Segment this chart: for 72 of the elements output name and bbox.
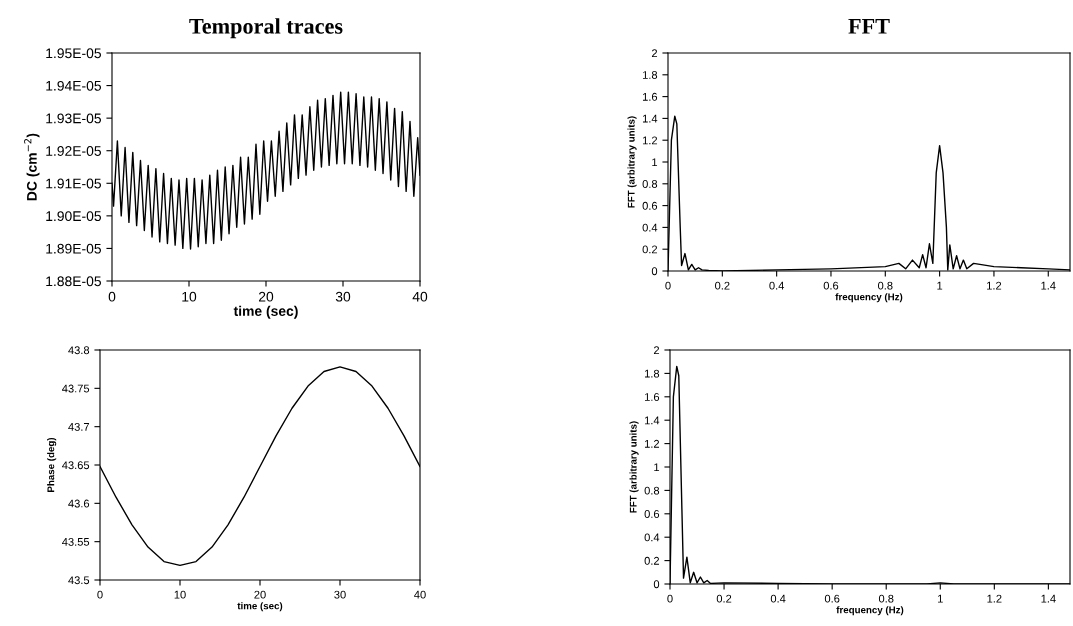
y-tick-label: 0.8 (642, 180, 658, 188)
x-tick-label: 1 (937, 281, 943, 290)
y-tick-label: 1.92E-05 (46, 146, 102, 156)
x-tick-label: 1.4 (1041, 281, 1056, 290)
x-tick-label: 30 (334, 590, 346, 599)
x-tick-label: 30 (335, 291, 351, 302)
x-tick-label: 0.4 (770, 594, 786, 603)
y-tick-label: 43.65 (62, 461, 90, 470)
x-tick-label: 0 (665, 281, 671, 290)
x-tick-label: 1.2 (987, 594, 1002, 603)
y-tick-label: 1 (654, 463, 660, 472)
y-axis-title: Phase (deg) (47, 437, 57, 492)
y-tick-label: 43.8 (68, 346, 90, 355)
y-tick-label: 0 (653, 580, 660, 589)
y-tick-label: 1.2 (644, 439, 660, 448)
x-tick-label: 20 (258, 291, 274, 302)
x-tick-label: 0.2 (715, 281, 730, 290)
y-tick-label: 43.55 (62, 537, 90, 546)
y-tick-label: 43.7 (68, 422, 90, 431)
y-tick-label: 0.8 (644, 486, 660, 495)
x-tick-label: 0 (667, 594, 673, 603)
x-axis-title: frequency (Hz) (836, 606, 904, 616)
y-tick-label: 0.6 (642, 201, 658, 210)
y-tick-label: 1.93E-05 (46, 113, 102, 124)
y-tick-label: 1.89E-05 (46, 243, 102, 254)
x-tick-label: 1.4 (1041, 594, 1056, 603)
y-tick-label: 0.6 (644, 510, 660, 518)
y-tick-label: 0.4 (642, 223, 658, 232)
x-axis-title: time (sec) (237, 602, 283, 612)
x-tick-label: 0.8 (878, 281, 893, 290)
y-tick-label: 43.5 (68, 576, 90, 585)
x-tick-label: 0 (108, 291, 116, 302)
y-tick-label: 1.4 (644, 416, 660, 425)
y-tick-label: 0.4 (644, 533, 660, 542)
y-tick-label: 1.6 (642, 92, 658, 101)
x-tick-label: 0.8 (878, 594, 894, 603)
x-tick-label: 0.4 (769, 281, 785, 290)
y-tick-label: 1 (652, 158, 658, 167)
y-tick-label: 43.75 (62, 384, 90, 393)
y-axis-title: FFT (arbitrary units) (629, 421, 639, 513)
y-tick-label: 1.91E-05 (46, 178, 102, 189)
y-tick-label: 0.2 (642, 245, 658, 254)
x-tick-label: 20 (254, 590, 266, 599)
y-tick-label: 1.95E-05 (46, 48, 102, 59)
y-axis-title: FFT (arbitrary units) (627, 116, 637, 208)
y-tick-label: 1.94E-05 (46, 80, 102, 91)
y-tick-label: 0 (651, 267, 658, 276)
y-tick-label: 43.6 (68, 499, 90, 508)
chart-title: FFT (848, 19, 890, 34)
x-tick-label: 1.2 (987, 281, 1002, 290)
y-tick-label: 0.2 (644, 556, 660, 565)
y-tick-label: 1.88E-05 (46, 276, 102, 287)
y-tick-label: 2 (653, 346, 660, 355)
x-tick-label: 0.6 (823, 281, 839, 290)
x-tick-label: 40 (414, 590, 426, 599)
y-axis-title: DC (cm$^{−2}$) (24, 133, 40, 201)
y-tick-label: 1.8 (642, 71, 658, 79)
x-axis-title: time (sec) (233, 305, 298, 319)
y-tick-label: 1.2 (642, 136, 658, 145)
x-tick-label: 10 (174, 590, 186, 599)
x-tick-label: 1 (938, 594, 943, 603)
y-tick-label: 1.6 (644, 393, 660, 401)
x-tick-label: 0.6 (824, 594, 840, 603)
y-tick-label: 1.90E-05 (46, 211, 102, 222)
chart-title: Temporal traces (189, 18, 343, 39)
x-axis-title: frequency (Hz) (835, 293, 903, 303)
y-tick-label: 1.4 (642, 114, 658, 123)
x-tick-label: 10 (182, 291, 197, 302)
y-tick-label: 2 (651, 49, 658, 58)
x-tick-label: 0.2 (716, 594, 732, 603)
y-tick-label: 1.8 (644, 369, 660, 378)
x-tick-label: 40 (412, 291, 428, 302)
